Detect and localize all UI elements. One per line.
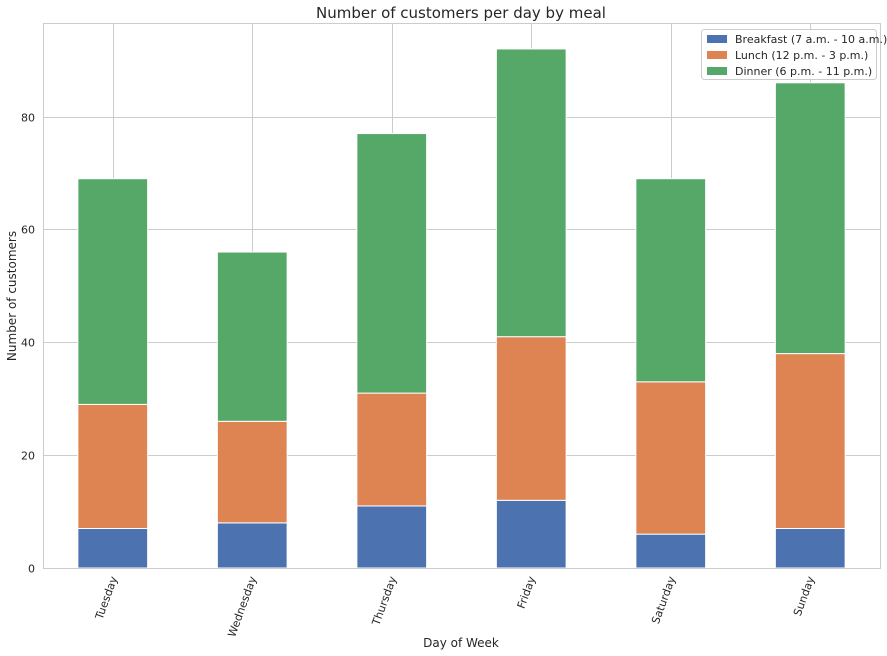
bar-segment [495, 48, 567, 338]
legend-label: Breakfast (7 a.m. - 10 a.m.) [735, 33, 887, 46]
bar-segment [495, 336, 567, 501]
y-tick-label: 20 [21, 450, 35, 463]
x-tick-label: Friday [515, 574, 539, 610]
legend-swatch [707, 51, 727, 59]
bar-segment [77, 528, 149, 569]
bar-segment [356, 392, 428, 507]
bar-segment [635, 533, 707, 569]
y-tick-label: 40 [21, 337, 35, 350]
x-tick-label: Saturday [649, 574, 678, 625]
x-axis-title: Day of Week [423, 636, 499, 650]
legend: Breakfast (7 a.m. - 10 a.m.) Lunch (12 p.… [701, 29, 887, 80]
bar-segment [635, 178, 707, 383]
legend-label: Dinner (6 p.m. - 11 p.m.) [735, 65, 872, 78]
plot-frame [43, 23, 881, 569]
y-axis: 0 20 40 60 80 [21, 112, 35, 576]
bar-segment [356, 505, 428, 569]
x-tick-label: Sunday [791, 574, 817, 618]
bar-segment [356, 133, 428, 394]
x-tick-label: Tuesday [92, 574, 120, 622]
bars [77, 48, 846, 569]
x-tick-label: Thursday [369, 574, 399, 628]
bar-segment [774, 528, 846, 569]
bar-segment [635, 381, 707, 535]
bar-segment [77, 403, 149, 530]
y-tick-label: 0 [28, 563, 35, 576]
grid [43, 23, 880, 569]
chart-title: Number of customers per day by meal [316, 4, 606, 22]
bar-segment [216, 420, 288, 524]
y-tick-label: 60 [21, 224, 35, 237]
y-axis-title: Number of customers [5, 231, 19, 361]
legend-swatch [707, 35, 727, 43]
legend-box [701, 29, 877, 80]
x-tick-label: Wednesday [225, 574, 259, 639]
bar-segment [495, 499, 567, 569]
bar-segment [216, 522, 288, 569]
legend-swatch [707, 67, 727, 75]
bar-segment [774, 82, 846, 355]
y-tick-label: 80 [21, 112, 35, 125]
bar-segment [216, 251, 288, 422]
x-axis: Tuesday Wednesday Thursday Friday Saturday Su… [92, 574, 817, 639]
bar-segment [774, 353, 846, 530]
legend-label: Lunch (12 p.m. - 3 p.m.) [735, 49, 868, 62]
bar-segment [77, 178, 149, 405]
